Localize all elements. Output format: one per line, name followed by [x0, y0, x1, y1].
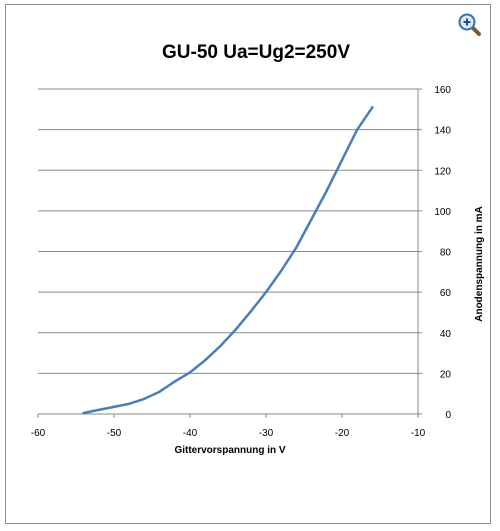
y-tick-label-3: 60 [440, 288, 452, 299]
data-point-0-5 [158, 390, 161, 393]
data-point-0-16 [325, 189, 328, 192]
x-tick-label-4: -20 [335, 428, 350, 439]
y-tick-label-8: 160 [434, 85, 451, 96]
data-point-0-19 [371, 106, 374, 109]
data-point-0-7 [188, 371, 192, 374]
magnifier-plus-icon[interactable] [457, 12, 483, 38]
x-tick-label-0: -60 [31, 428, 46, 439]
data-point-0-14 [295, 246, 298, 249]
data-point-0-18 [356, 128, 359, 131]
y-tick-label-5: 100 [434, 207, 451, 218]
data-point-0-12 [264, 290, 268, 294]
data-point-0-1 [97, 408, 101, 412]
y-axis-label: Anodenspannung in mA [474, 206, 485, 322]
data-point-0-4 [143, 397, 146, 400]
y-tick-labels: 0 20 40 60 80 100 120 140 160 [434, 85, 451, 421]
y-tick-label-4: 80 [440, 248, 452, 259]
zoom-in-icon [458, 13, 481, 36]
chart-title: GU-50 Ua=Ug2=250V [162, 42, 350, 63]
data-point-0-15 [310, 217, 313, 221]
y-tick-label-6: 120 [434, 166, 451, 177]
data-point-0-3 [128, 402, 131, 405]
grid-lines [38, 88, 418, 374]
data-point-0-11 [249, 310, 252, 313]
data-point-0-6 [173, 380, 176, 383]
axes [37, 88, 422, 418]
data-point-0-0 [82, 411, 85, 415]
data-point-0-2 [112, 405, 116, 409]
x-tick-labels: -60 -50 -40 -30 -20 -10 [31, 428, 426, 439]
x-tick-label-3: -30 [259, 428, 274, 439]
y-tick-label-2: 40 [440, 329, 452, 340]
x-axis-label: Gittervorspannung in V [174, 445, 285, 456]
data-point-0-8 [204, 359, 207, 362]
series-group [82, 106, 374, 415]
x-tick-label-1: -50 [107, 428, 122, 439]
y-tick-label-7: 140 [434, 126, 451, 137]
data-point-0-10 [234, 328, 237, 331]
y-tick-label-1: 20 [440, 369, 452, 380]
y-tick-label-0: 0 [445, 410, 451, 421]
series-line-0 [82, 106, 374, 415]
x-tick-label-2: -40 [183, 428, 198, 439]
x-tick-label-5: -10 [411, 428, 426, 439]
chart-frame [5, 4, 491, 524]
data-point-0-9 [219, 344, 222, 348]
data-point-0-17 [340, 158, 344, 162]
data-point-0-13 [280, 269, 283, 272]
